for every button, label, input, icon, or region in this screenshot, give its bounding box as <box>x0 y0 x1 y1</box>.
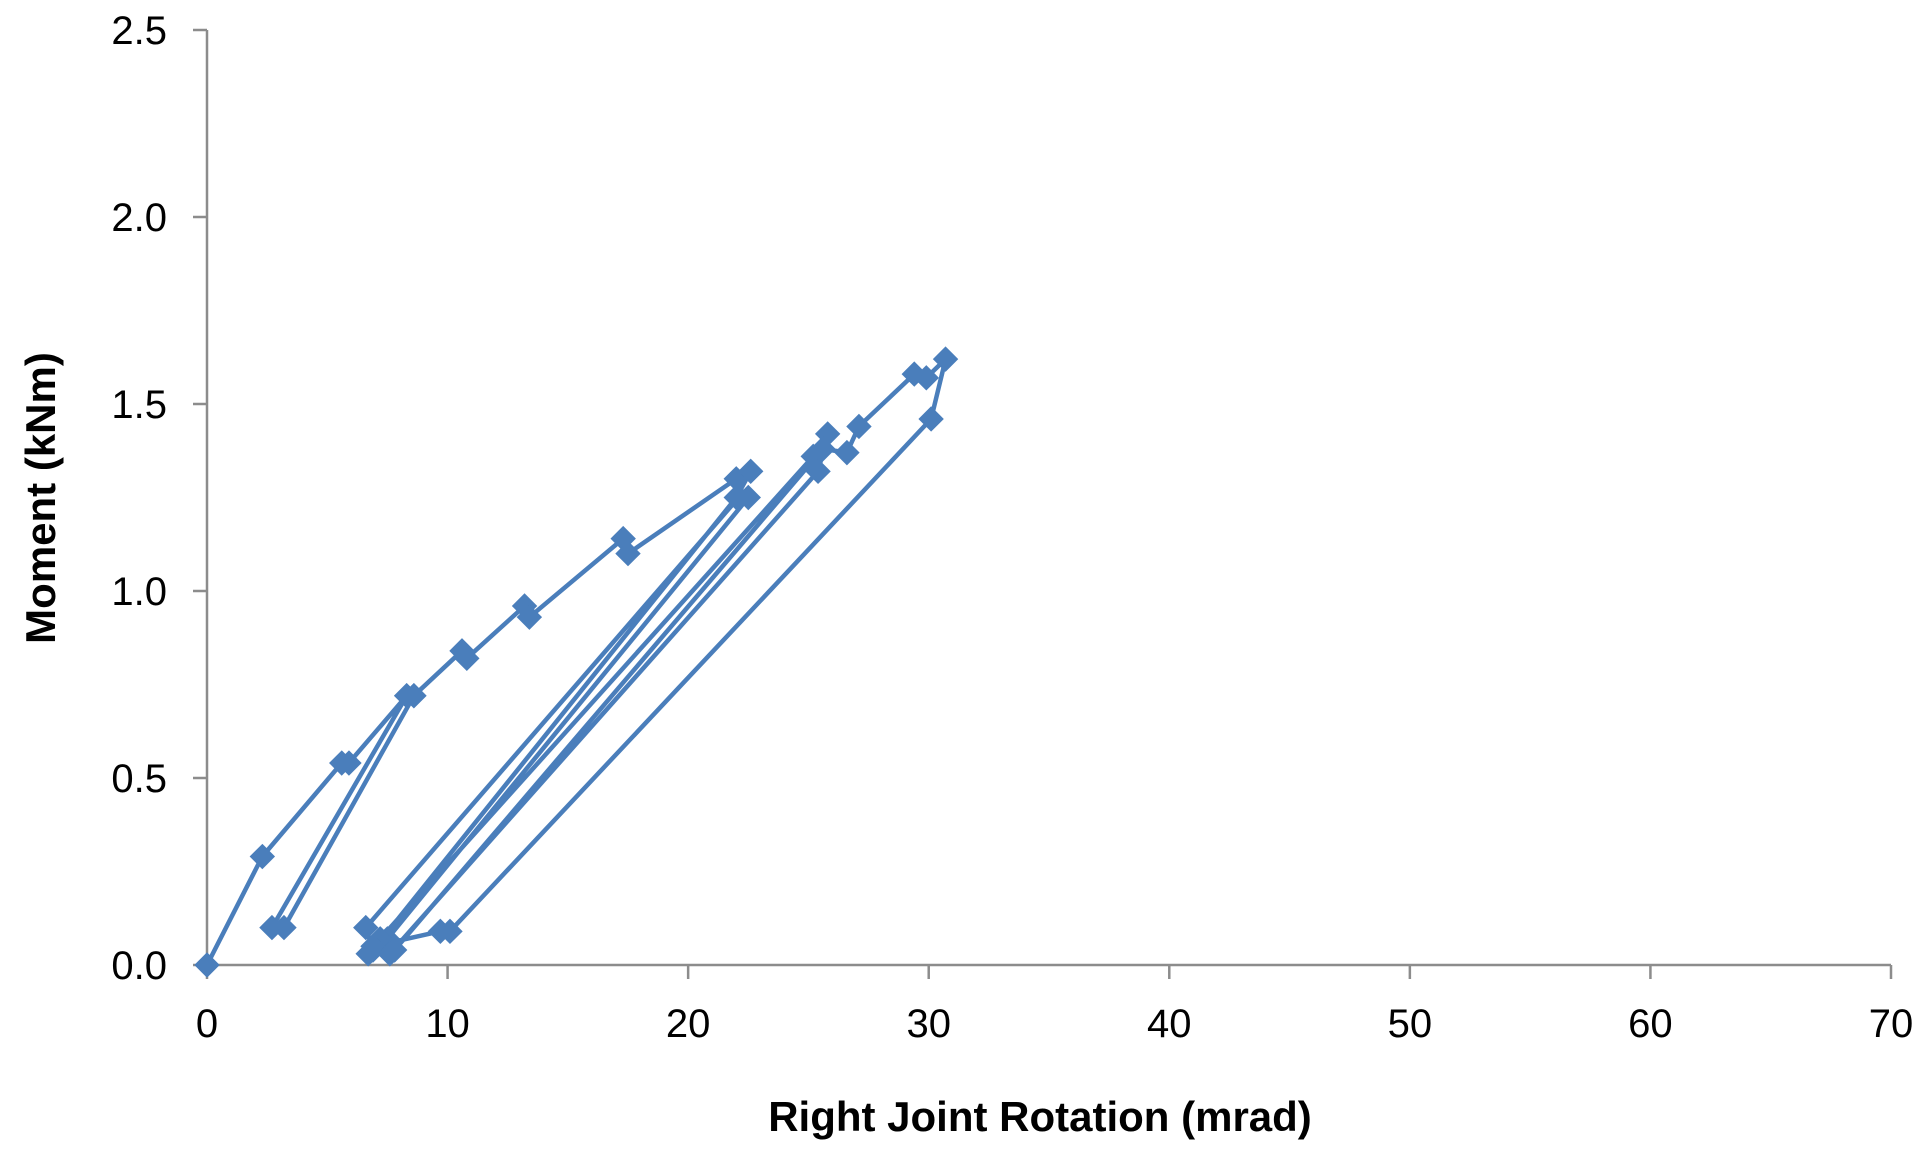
x-axis-title: Right Joint Rotation (mrad) <box>768 1093 1312 1140</box>
axes <box>205 30 1891 967</box>
data-point-marker <box>454 645 480 672</box>
data-point-marker <box>735 484 761 511</box>
data-point-marker <box>918 406 944 432</box>
y-tick-label: 2.5 <box>111 9 167 53</box>
x-tick-label: 10 <box>425 1002 470 1046</box>
data-point-marker <box>932 346 959 372</box>
x-tick-label: 0 <box>196 1002 218 1046</box>
data-point-marker <box>355 941 381 967</box>
series-line <box>204 356 948 968</box>
y-axis-title: Moment (kNm) <box>17 352 64 644</box>
data-point-marker <box>401 683 427 709</box>
x-tick-label: 60 <box>1628 1002 1673 1046</box>
data-point-marker <box>810 436 836 462</box>
y-tick-label: 0.5 <box>111 757 167 801</box>
data-point-marker <box>846 413 872 440</box>
data-point-marker <box>615 540 641 567</box>
data-point-marker <box>259 914 285 941</box>
y-tick-label: 1.5 <box>111 383 167 427</box>
data-point-marker <box>516 604 543 630</box>
data-point-marker <box>249 843 276 870</box>
data-point-marker <box>336 750 362 776</box>
ticks: 0 10 20 30 40 50 60 70 0.0 0.5 1.0 1.5 2.0 2.5 <box>111 9 1913 1046</box>
y-tick-label: 1.0 <box>111 570 167 614</box>
data-point-marker <box>913 365 940 391</box>
data-point-marker <box>353 914 379 941</box>
data-point-marker <box>381 937 408 963</box>
data-point-marker <box>737 458 764 485</box>
x-tick-label: 20 <box>666 1002 711 1046</box>
x-tick-label: 70 <box>1869 1002 1914 1046</box>
y-tick-label: 0.0 <box>111 944 167 988</box>
y-tick-label: 2.0 <box>111 196 167 240</box>
data-point-marker <box>834 439 860 466</box>
data-point-marker <box>427 918 454 945</box>
series <box>194 346 959 978</box>
data-point-marker <box>805 458 831 485</box>
x-tick-label: 30 <box>906 1002 951 1046</box>
x-tick-label: 40 <box>1147 1002 1192 1046</box>
data-point-marker <box>194 952 220 978</box>
x-tick-label: 50 <box>1388 1002 1433 1046</box>
